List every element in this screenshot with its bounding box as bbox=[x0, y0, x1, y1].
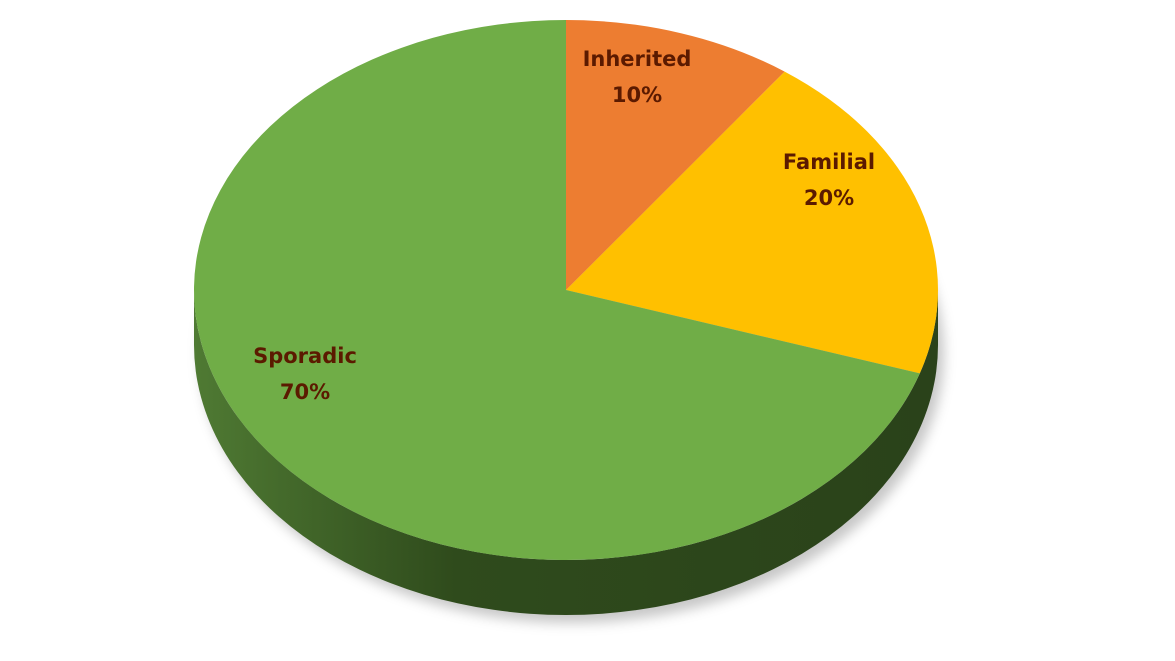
slice-label-value: 10% bbox=[611, 83, 663, 107]
slice-label-name: Sporadic bbox=[253, 344, 357, 368]
slice-label-sporadic: Sporadic 70% bbox=[253, 338, 357, 410]
slice-sporadic bbox=[193, 19, 920, 560]
pie-side-wall bbox=[194, 290, 938, 615]
slice-label-name: Inherited bbox=[582, 47, 692, 71]
slice-familial bbox=[566, 71, 938, 374]
side-wall-sporadic bbox=[194, 290, 938, 615]
slice-inherited bbox=[566, 20, 785, 290]
slice-label-name: Familial bbox=[782, 150, 876, 174]
slice-label-inherited: Inherited 10% bbox=[583, 41, 692, 113]
slice-label-familial: Familial 20% bbox=[783, 144, 875, 216]
slice-label-value: 20% bbox=[803, 186, 855, 210]
slice-label-value: 70% bbox=[279, 380, 331, 404]
pie-top-face bbox=[193, 19, 938, 560]
